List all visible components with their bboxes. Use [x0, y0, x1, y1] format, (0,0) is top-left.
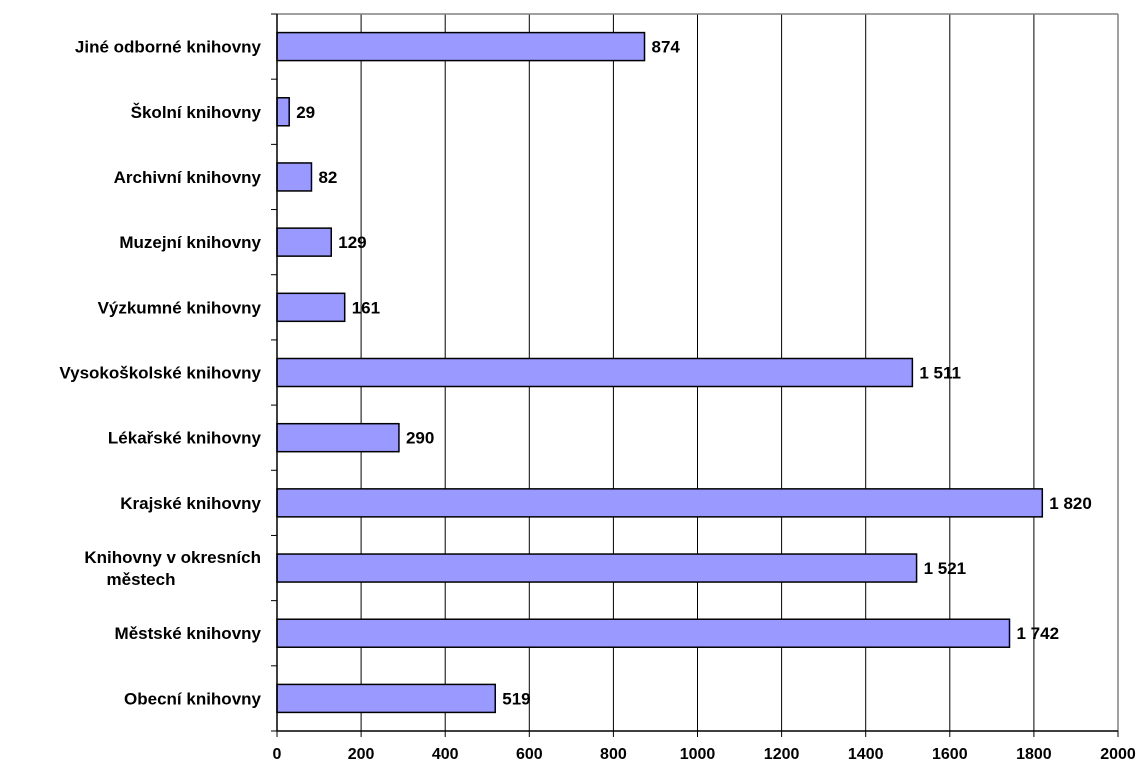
x-tick-label: 0 [273, 746, 282, 763]
bar-value-label: 1 521 [924, 559, 967, 578]
bar-value-label: 1 742 [1017, 624, 1060, 643]
category-label: Školní knihovny [131, 103, 262, 122]
x-tick-label: 1600 [932, 746, 968, 763]
x-tick-label: 1400 [848, 746, 884, 763]
bar-value-label: 1 820 [1049, 494, 1092, 513]
bar [276, 292, 346, 323]
bar [276, 357, 914, 388]
category-label-line: Obecní knihovny [124, 689, 262, 708]
category-label-line: Školní knihovny [131, 103, 262, 122]
category-label: Obecní knihovny [124, 689, 262, 708]
x-tick-label: 400 [432, 746, 459, 763]
bar [276, 618, 1011, 648]
bar [276, 488, 1044, 518]
category-label-line: Výzkumné knihovny [98, 298, 262, 317]
bar-value-label: 82 [318, 168, 337, 187]
x-tick-label: 1000 [680, 746, 716, 763]
bar [276, 553, 918, 583]
category-label-line: Jiné odborné knihovny [75, 38, 262, 57]
category-label: Knihovny v okresních městech [84, 548, 261, 589]
bar [276, 31, 646, 62]
bar-value-label: 129 [338, 233, 366, 252]
category-labels: Jiné odborné knihovny Školní knihovny Arch… [59, 38, 261, 709]
bar-value-label: 29 [296, 103, 315, 122]
category-label: Vysokoškolské knihovny [59, 364, 261, 383]
bar [276, 422, 400, 453]
category-label: Muzejní knihovny [119, 233, 261, 252]
category-label: Jiné odborné knihovny [75, 38, 262, 57]
category-label: Krajské knihovny [120, 494, 261, 513]
category-label-line: městech [107, 570, 176, 589]
bar-value-label: 874 [652, 38, 681, 57]
x-tick-labels: 0 200 400 600 800 1000 1200 1400 1600 1800 2000 [273, 746, 1136, 763]
category-label-line: Knihovny v okresních [84, 548, 261, 567]
category-label: Archivní knihovny [114, 168, 262, 187]
x-tick-label: 1800 [1016, 746, 1052, 763]
x-tick-label: 2000 [1100, 746, 1136, 763]
bar [276, 683, 496, 714]
bars [276, 31, 1044, 714]
category-label: Lékařské knihovny [108, 429, 262, 448]
category-label-line: Vysokoškolské knihovny [59, 364, 261, 383]
category-label: Městské knihovny [115, 624, 262, 643]
category-label: Výzkumné knihovny [98, 298, 262, 317]
bar [276, 97, 290, 127]
value-labels: 874 29 82 129 161 1 511 290 1 820 1 521 1 742 519 [296, 38, 1092, 709]
x-tick-label: 800 [600, 746, 627, 763]
axes [271, 13, 1119, 737]
category-label-line: Lékařské knihovny [108, 429, 262, 448]
bar-value-label: 519 [502, 689, 530, 708]
bar [276, 162, 313, 192]
bar-value-label: 290 [406, 429, 434, 448]
category-label-line: Archivní knihovny [114, 168, 262, 187]
x-tick-label: 200 [348, 746, 375, 763]
category-label-line: Městské knihovny [115, 624, 262, 643]
bar-value-label: 161 [352, 298, 380, 317]
bar [276, 227, 332, 257]
category-label-line: Muzejní knihovny [119, 233, 261, 252]
x-tick-label: 600 [516, 746, 543, 763]
category-label-line: Krajské knihovny [120, 494, 261, 513]
x-tick-label: 1200 [764, 746, 800, 763]
bar-value-label: 1 511 [919, 364, 961, 383]
